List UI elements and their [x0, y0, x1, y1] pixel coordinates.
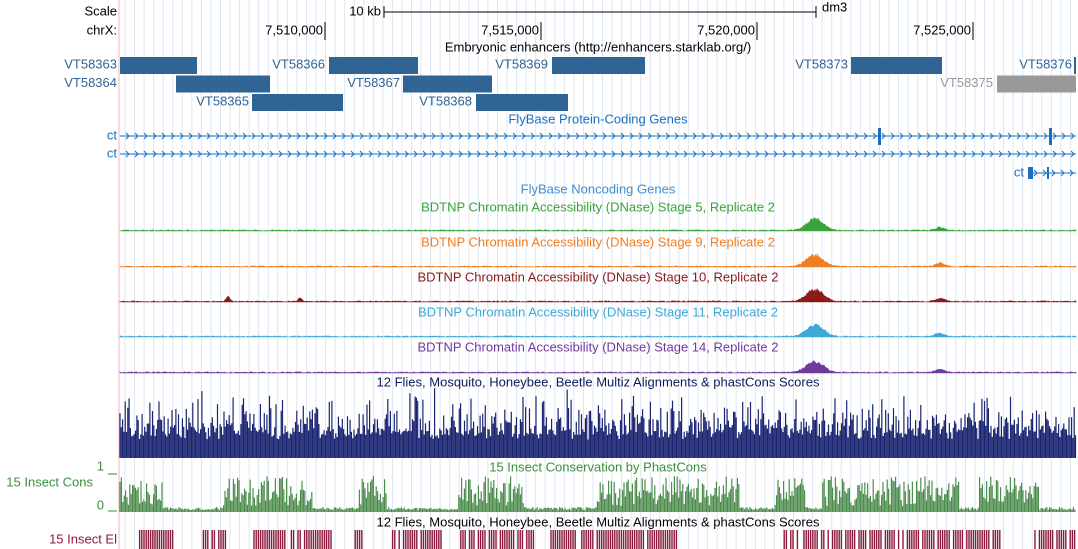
enhancer-box [552, 57, 645, 74]
scale-size: 10 kb [349, 3, 381, 18]
axis-label: 0 [97, 497, 104, 512]
enhancer-label: VT58367 [347, 75, 400, 90]
position-label: 7,515,000 [481, 22, 539, 37]
track-title: BDTNP Chromatin Accessibility (DNase) St… [417, 339, 778, 354]
exon [1049, 128, 1052, 145]
enhancer-label: VT58375 [940, 75, 993, 90]
enhancer-box [403, 75, 492, 93]
scale-label: Scale [84, 3, 117, 18]
enhancer-box [252, 94, 343, 111]
track-title: 12 Flies, Mosquito, Honeybee, Beetle Mul… [377, 374, 820, 389]
enhancer-box [329, 57, 418, 74]
track-label: 15 Insect El [49, 531, 117, 546]
gene-line [120, 132, 1076, 140]
track-title: BDTNP Chromatin Accessibility (DNase) St… [421, 199, 775, 214]
accessibility-signal [119, 253, 1077, 268]
exon [878, 128, 881, 145]
enhancer-label: VT58364 [64, 75, 117, 90]
enhancer-label: VT58363 [64, 56, 117, 71]
assembly: dm3 [822, 0, 847, 14]
enhancer-label: VT58368 [419, 93, 472, 108]
gene-label: ct [1014, 164, 1025, 179]
alignment-bars [119, 388, 1077, 458]
enhancer-label: VT58369 [495, 56, 548, 71]
enhancer-box [120, 57, 197, 74]
enhancer-label: VT58373 [795, 56, 848, 71]
axis-label: 1 [97, 458, 104, 473]
track-title: BDTNP Chromatin Accessibility (DNase) St… [421, 234, 775, 249]
axis-ticks [108, 473, 117, 512]
enhancer-box [1074, 57, 1076, 74]
accessibility-signal [119, 288, 1077, 303]
enhancer-box [851, 57, 942, 74]
position-label: 7,510,000 [265, 22, 323, 37]
enhancer-label: VT58376 [1019, 56, 1072, 71]
track-title: FlyBase Noncoding Genes [521, 181, 676, 196]
conservation-bars [119, 476, 1076, 512]
exon [1028, 167, 1033, 179]
gene-line [1028, 169, 1076, 177]
exon [1047, 167, 1049, 179]
gene-label: ct [107, 127, 118, 142]
conserved-elements [138, 530, 1076, 549]
track-title: Embryonic enhancers (http://enhancers.st… [445, 39, 751, 54]
enhancer-label: VT58366 [272, 56, 325, 71]
position-label: 7,525,000 [913, 22, 971, 37]
track-label: 15 Insect Cons [6, 474, 93, 489]
track-title: 15 Insect Conservation by PhastCons [489, 459, 707, 474]
track-title: BDTNP Chromatin Accessibility (DNase) St… [417, 269, 778, 284]
track-title: FlyBase Protein-Coding Genes [508, 111, 688, 126]
gene-label: ct [107, 145, 118, 160]
track-title: BDTNP Chromatin Accessibility (DNase) St… [418, 304, 778, 319]
gene-line [120, 150, 1076, 158]
chrom-label: chrX: [87, 22, 117, 37]
enhancer-box [176, 75, 270, 93]
enhancer-box [476, 94, 568, 111]
accessibility-signal [119, 323, 1077, 338]
accessibility-signal [119, 360, 1077, 374]
accessibility-signal [119, 217, 1077, 232]
enhancer-label: VT58365 [196, 93, 249, 108]
track-title: 12 Flies, Mosquito, Honeybee, Beetle Mul… [377, 514, 820, 529]
scale-bar [383, 6, 817, 18]
enhancer-box [997, 75, 1076, 93]
position-label: 7,520,000 [697, 22, 755, 37]
